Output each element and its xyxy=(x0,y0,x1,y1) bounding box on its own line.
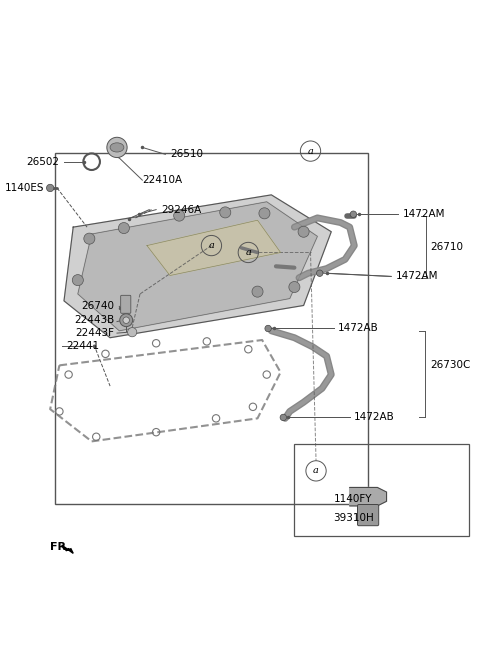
Polygon shape xyxy=(62,545,73,553)
Text: 26730C: 26730C xyxy=(430,360,471,371)
Circle shape xyxy=(220,207,231,218)
Circle shape xyxy=(280,414,287,420)
Circle shape xyxy=(298,226,309,237)
Circle shape xyxy=(128,328,137,337)
FancyBboxPatch shape xyxy=(120,296,131,313)
Text: 1140FY: 1140FY xyxy=(334,494,372,504)
Circle shape xyxy=(174,210,185,221)
Text: 22443F: 22443F xyxy=(76,328,115,338)
Text: 22443B: 22443B xyxy=(74,315,115,325)
Circle shape xyxy=(84,233,95,244)
Text: 1472AB: 1472AB xyxy=(354,413,395,422)
Circle shape xyxy=(123,317,130,323)
Circle shape xyxy=(259,208,270,219)
Circle shape xyxy=(120,314,132,327)
Text: 1140ES: 1140ES xyxy=(5,183,45,193)
Text: 1472AM: 1472AM xyxy=(396,271,438,281)
Circle shape xyxy=(316,270,323,277)
Text: 26502: 26502 xyxy=(26,157,60,167)
Text: FR.: FR. xyxy=(50,543,71,553)
Text: a: a xyxy=(208,241,215,250)
Circle shape xyxy=(350,211,357,217)
Text: 29246A: 29246A xyxy=(161,204,201,215)
Text: 22441: 22441 xyxy=(66,340,99,351)
Circle shape xyxy=(119,223,130,234)
Circle shape xyxy=(107,137,127,158)
Text: 26710: 26710 xyxy=(430,242,463,252)
Circle shape xyxy=(289,281,300,292)
Text: 1472AM: 1472AM xyxy=(403,209,445,219)
FancyBboxPatch shape xyxy=(358,505,379,526)
Polygon shape xyxy=(147,220,280,275)
Polygon shape xyxy=(349,487,386,506)
Text: 1472AB: 1472AB xyxy=(338,323,379,334)
Polygon shape xyxy=(64,195,331,338)
Text: a: a xyxy=(308,147,313,156)
Circle shape xyxy=(252,286,263,297)
Polygon shape xyxy=(78,202,317,331)
Circle shape xyxy=(47,184,54,192)
Text: 26740: 26740 xyxy=(82,302,115,311)
Circle shape xyxy=(72,275,84,286)
Text: a: a xyxy=(245,248,251,257)
Ellipse shape xyxy=(110,143,124,152)
Text: 26510: 26510 xyxy=(170,149,203,160)
Text: 22410A: 22410A xyxy=(143,175,182,185)
Text: 39310H: 39310H xyxy=(334,513,374,524)
Circle shape xyxy=(265,325,271,332)
Text: a: a xyxy=(313,466,319,476)
